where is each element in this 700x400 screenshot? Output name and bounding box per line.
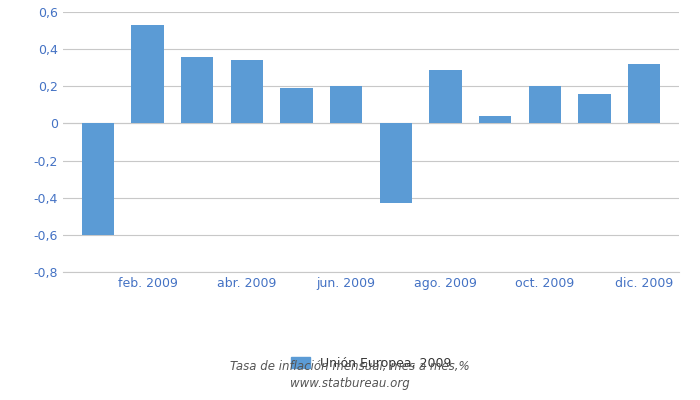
Bar: [578, 94, 610, 124]
Bar: [280, 88, 313, 124]
Bar: [628, 64, 660, 124]
Bar: [231, 60, 263, 124]
Bar: [479, 116, 511, 124]
Bar: [528, 86, 561, 124]
Bar: [379, 124, 412, 203]
Bar: [330, 86, 363, 124]
Bar: [429, 70, 462, 124]
Text: www.statbureau.org: www.statbureau.org: [290, 377, 410, 390]
Text: Tasa de inflación mensual, mes a mes,%: Tasa de inflación mensual, mes a mes,%: [230, 360, 470, 373]
Legend: Unión Europea, 2009: Unión Europea, 2009: [286, 352, 456, 375]
Bar: [132, 25, 164, 124]
Bar: [82, 124, 114, 235]
Bar: [181, 56, 214, 124]
